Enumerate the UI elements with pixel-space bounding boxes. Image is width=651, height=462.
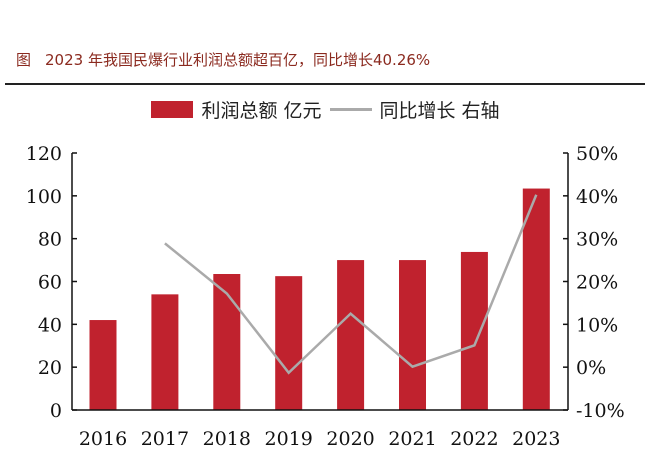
chart-title: 图 2023 年我国民爆行业利润总额超百亿，同比增长40.26%	[16, 49, 430, 70]
x-tick-label: 2022	[450, 428, 498, 450]
legend: 利润总额 亿元 同比增长 右轴	[0, 96, 651, 123]
left-tick-label: 20	[38, 357, 62, 379]
x-tick-label: 2016	[79, 428, 127, 450]
growth-line	[164, 194, 538, 375]
legend-bar-label: 利润总额 亿元	[201, 100, 322, 122]
right-tick-label: 50%	[576, 143, 618, 165]
bar-2016	[89, 320, 117, 410]
right-tick-label: 10%	[576, 314, 618, 336]
bar-2018	[213, 274, 241, 410]
right-tick-label: 40%	[576, 186, 618, 208]
left-tick-label: 40	[38, 314, 62, 336]
bar-2020	[337, 260, 365, 410]
bar-2022	[460, 251, 488, 410]
right-tick-label: 20%	[576, 272, 618, 294]
legend-line-swatch	[329, 108, 372, 111]
left-tick-label: 60	[38, 272, 62, 294]
left-tick-label: 0	[50, 400, 62, 422]
right-tick-label: 0%	[576, 357, 606, 379]
right-tick-label: 30%	[576, 229, 618, 251]
bar-2017	[151, 294, 179, 410]
legend-line-label: 同比增长 右轴	[379, 100, 500, 122]
left-tick-label: 120	[26, 143, 62, 165]
x-tick-label: 2020	[326, 428, 374, 450]
bar-2023	[522, 188, 550, 410]
left-tick-label: 80	[38, 229, 62, 251]
x-tick-label: 2023	[512, 428, 560, 450]
bar-2019	[275, 276, 303, 410]
x-tick-label: 2018	[203, 428, 251, 450]
title-divider	[5, 83, 645, 85]
x-tick-label: 2017	[141, 428, 189, 450]
title-text: 2023 年我国民爆行业利润总额超百亿，同比增长40.26%	[45, 51, 431, 69]
right-tick-label: -10%	[576, 400, 625, 422]
bar-2021	[399, 260, 426, 410]
left-tick-label: 100	[26, 186, 62, 208]
figure-label: 图	[16, 51, 32, 69]
legend-bar-swatch	[151, 101, 194, 118]
x-tick-label: 2019	[265, 428, 313, 450]
x-tick-label: 2021	[388, 428, 436, 450]
